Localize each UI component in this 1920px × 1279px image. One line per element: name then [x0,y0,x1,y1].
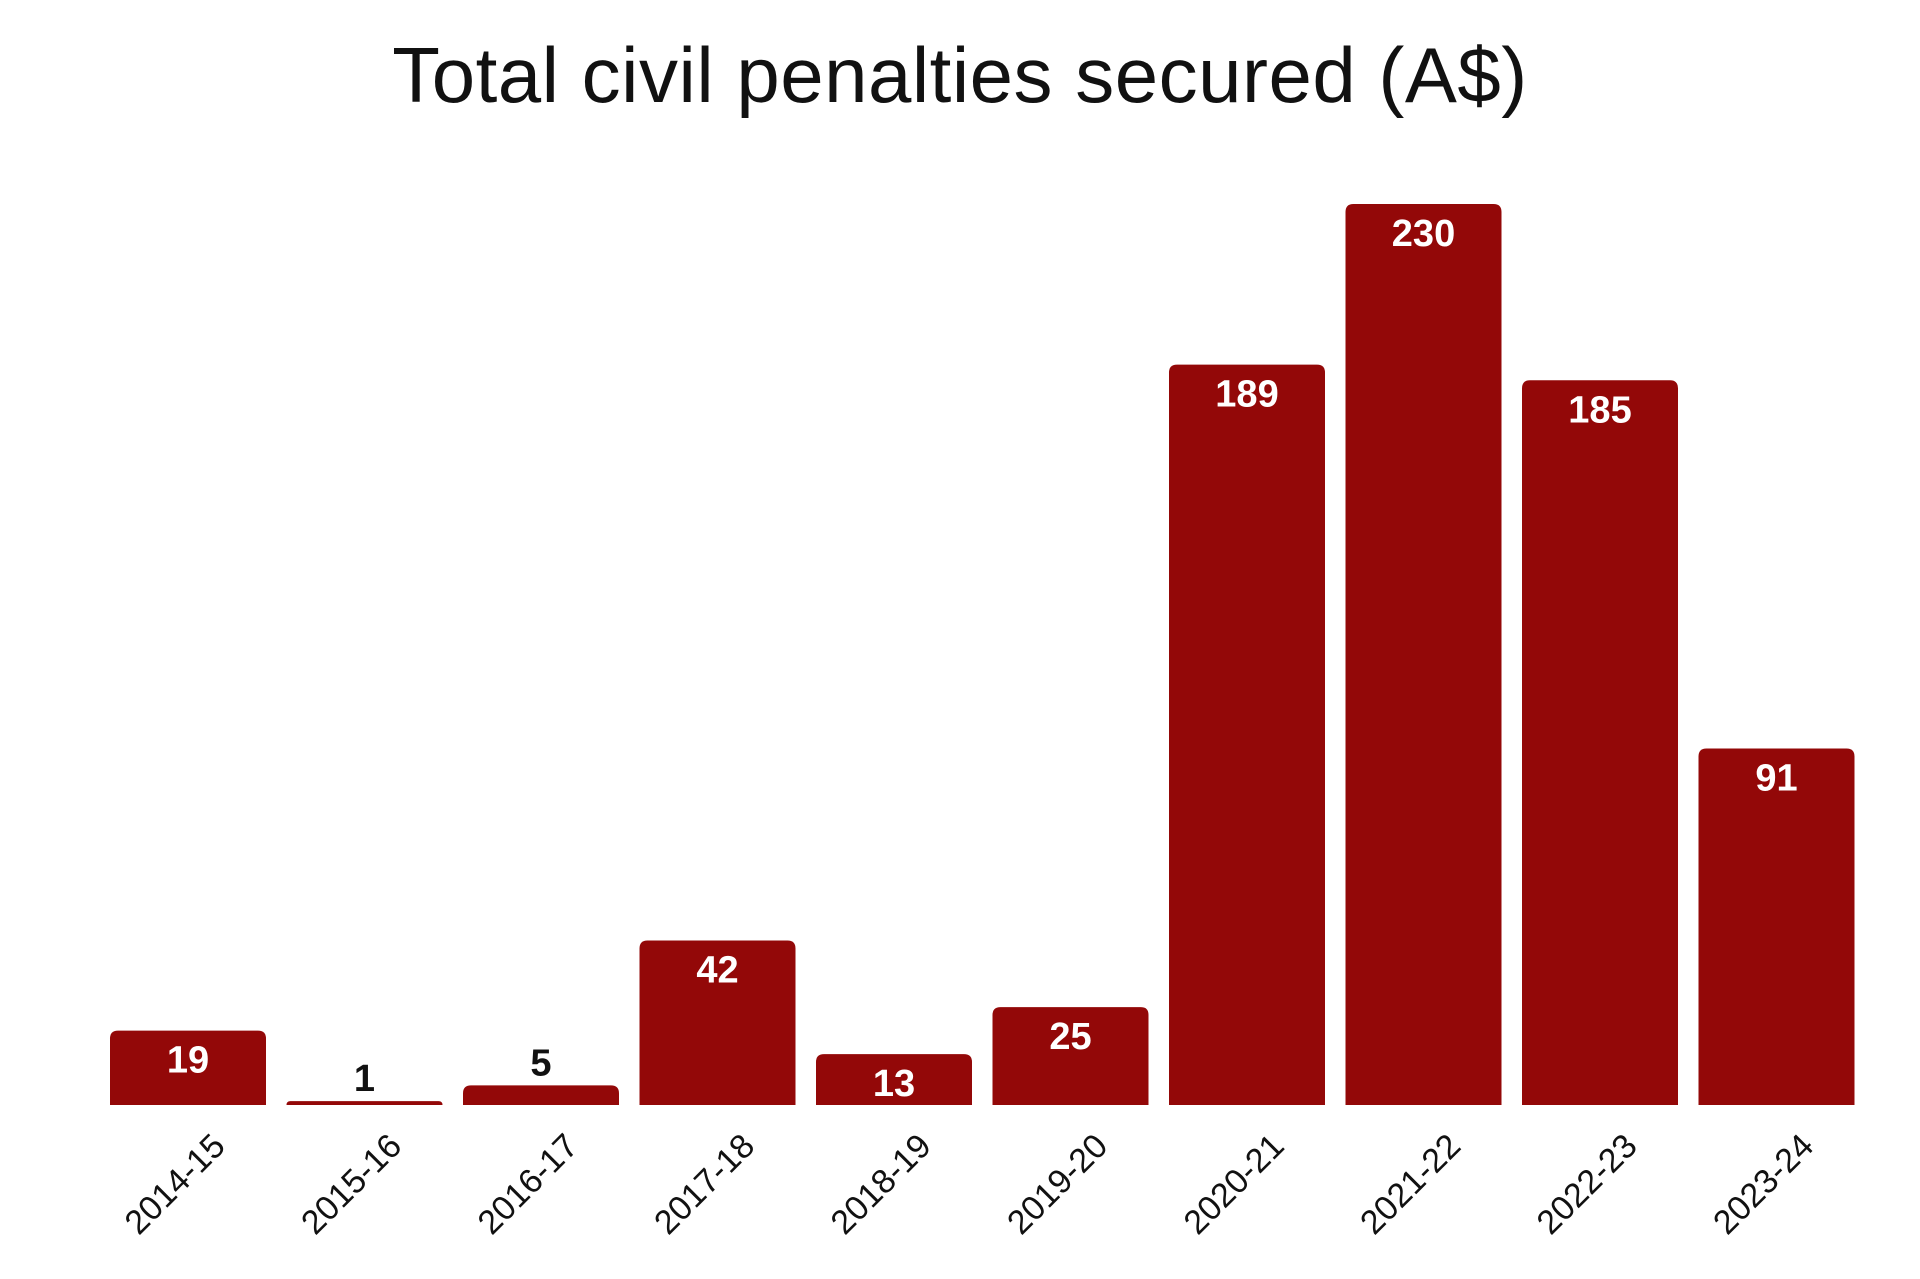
data-label-2014-15: 19 [167,1040,209,1082]
data-labels-group: 19 1 5 42 13 25 189 230 185 91 [167,213,1798,1105]
data-label-2021-22: 230 [1392,213,1455,255]
bar-2020-21 [1169,364,1325,1105]
data-label-2015-16: 1 [354,1058,375,1100]
bar-2017-18 [639,940,796,1105]
bar-2016-17 [463,1085,619,1105]
data-label-2023-24: 91 [1755,758,1797,800]
bar-2023-24 [1698,748,1855,1105]
x-tick-label-2023-24: 2023-24 [1706,1127,1821,1242]
x-tick-label-2015-16: 2015-16 [294,1127,409,1242]
x-axis-ticks-group: 2014-15 2015-16 2016-17 2017-18 2018-19 2019-… [118,1127,1822,1242]
bar-2015-16 [286,1101,443,1105]
chart-title: Total civil penalties secured (A$) [392,31,1528,119]
x-tick-label-2016-17: 2016-17 [471,1127,586,1242]
data-label-2020-21: 189 [1215,374,1278,416]
bars-group [110,204,1855,1106]
x-tick-label-2022-23: 2022-23 [1530,1127,1645,1242]
bar-2021-22 [1345,204,1502,1105]
x-tick-label-2020-21: 2020-21 [1177,1127,1292,1242]
x-tick-label-2021-22: 2021-22 [1353,1127,1468,1242]
bar-2018-19 [816,1054,972,1105]
x-tick-label-2018-19: 2018-19 [824,1127,939,1242]
x-tick-label-2014-15: 2014-15 [118,1127,233,1242]
data-label-2016-17: 5 [530,1042,551,1084]
data-label-2022-23: 185 [1568,389,1631,431]
x-tick-label-2019-20: 2019-20 [1000,1127,1115,1242]
data-label-2018-19: 13 [873,1063,915,1105]
x-tick-label-2017-18: 2017-18 [647,1127,762,1242]
bar-2019-20 [992,1007,1149,1105]
bar-2014-15 [110,1030,266,1105]
bar-2022-23 [1522,380,1678,1106]
data-label-2019-20: 25 [1049,1016,1091,1058]
data-label-2017-18: 42 [696,949,738,991]
